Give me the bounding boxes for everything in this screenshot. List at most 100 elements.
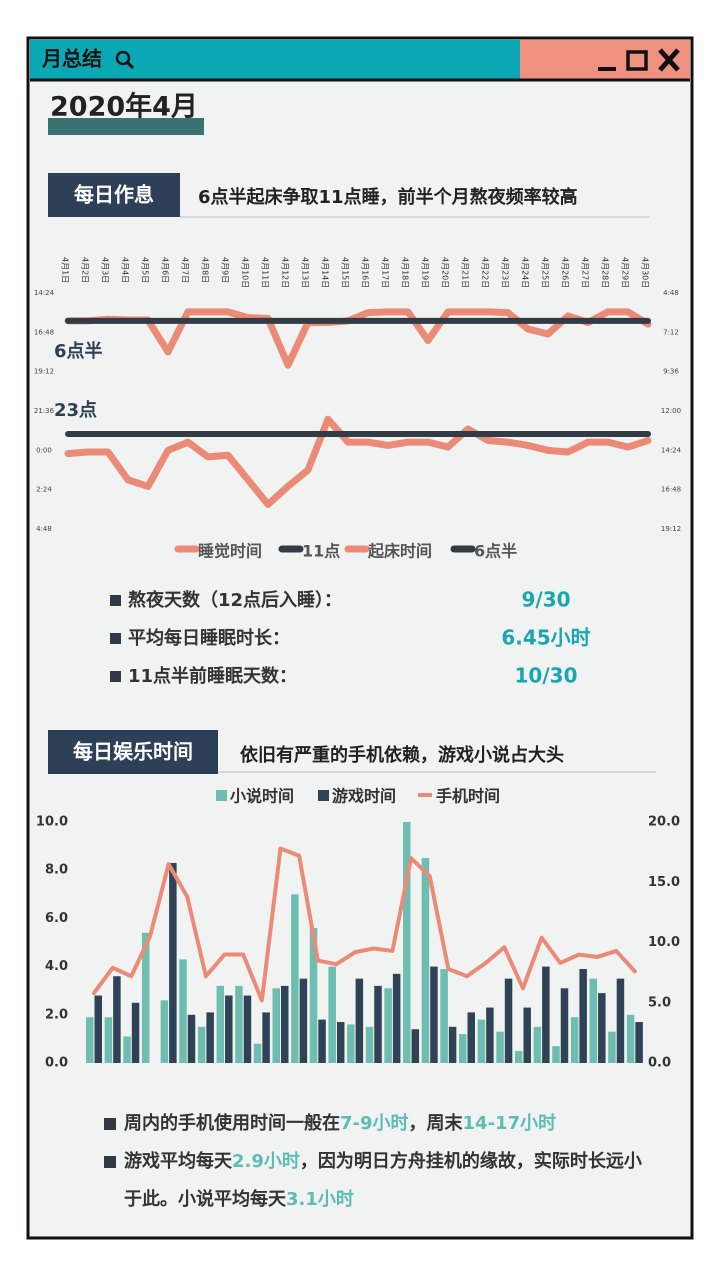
x-tick-label: 4月27日 xyxy=(581,257,590,288)
legend-label: 睡觉时间 xyxy=(198,542,262,561)
legend-label: 起床时间 xyxy=(367,542,432,561)
x-tick-label: 4月14日 xyxy=(321,257,330,288)
x-tick-label: 4月26日 xyxy=(561,257,570,288)
bar xyxy=(384,988,392,1063)
y-tick-label: 4.0 xyxy=(45,959,68,974)
bar xyxy=(635,1022,643,1063)
note-text: ，周末 xyxy=(408,1113,463,1134)
y2-tick-label: 14:24 xyxy=(661,446,682,454)
x-tick-label: 4月28日 xyxy=(601,257,610,288)
x-tick-label: 4月20日 xyxy=(441,257,450,288)
month-underline xyxy=(48,118,204,135)
note-text: 周内的手机使用时间一般在 xyxy=(124,1113,340,1134)
annotation: 6点半 xyxy=(54,340,103,362)
bar xyxy=(113,976,121,1063)
bar xyxy=(123,1036,131,1063)
x-tick-label: 4月25日 xyxy=(541,257,550,288)
close-button[interactable] xyxy=(658,48,680,72)
x-tick-label: 4月13日 xyxy=(301,257,310,288)
bar xyxy=(328,966,336,1063)
stat-label: 熬夜天数（12点后入睡）： xyxy=(128,589,342,611)
section-heading: 每日作息 xyxy=(74,183,154,207)
x-tick-label: 4月15日 xyxy=(341,257,350,288)
bar xyxy=(318,1019,326,1063)
y2-tick-label: 7:12 xyxy=(663,328,679,336)
bar xyxy=(440,969,448,1063)
x-tick-label: 4月22日 xyxy=(481,257,490,288)
x-tick-label: 4月17日 xyxy=(381,257,390,288)
note-text: 游戏平均每天 xyxy=(124,1151,232,1172)
y2-tick-label: 20.0 xyxy=(648,815,680,830)
bar xyxy=(616,978,625,1063)
y2-tick-label: 16:48 xyxy=(661,486,681,494)
bar xyxy=(421,858,430,1063)
note-highlight: 3.1小时 xyxy=(286,1189,354,1210)
bar xyxy=(374,985,382,1063)
y2-tick-label: 5.0 xyxy=(648,995,671,1010)
bar xyxy=(131,1002,140,1063)
x-tick-label: 4月23日 xyxy=(501,257,510,288)
note-highlight: 2.9小时 xyxy=(232,1151,300,1172)
bar xyxy=(448,1026,457,1063)
x-tick-label: 4月30日 xyxy=(641,257,650,288)
bar xyxy=(160,1000,169,1063)
section-subtitle: 依旧有严重的手机依赖，游戏小说占大头 xyxy=(240,744,564,766)
y-tick-label: 8.0 xyxy=(45,863,68,878)
section-heading: 每日娱乐时间 xyxy=(73,740,193,764)
x-tick-label: 4月18日 xyxy=(401,257,410,288)
title-bar xyxy=(30,40,520,80)
y-tick-label: 19:12 xyxy=(34,368,54,376)
line xyxy=(64,415,652,508)
x-tick-label: 4月19日 xyxy=(421,257,430,288)
legend-label: 手机时间 xyxy=(436,787,500,806)
note-highlight: 7-9小时 xyxy=(340,1113,409,1134)
x-tick-label: 4月7日 xyxy=(181,257,190,283)
stat-value: 9/30 xyxy=(521,588,570,612)
x-tick-label: 4月29日 xyxy=(621,257,630,288)
bar xyxy=(589,978,598,1063)
bar xyxy=(216,985,225,1063)
search-icon-handle xyxy=(125,60,135,70)
bar xyxy=(523,1007,531,1063)
bar xyxy=(552,1046,560,1063)
y2-tick-label: 0.0 xyxy=(648,1056,671,1071)
legend-label: 小说时间 xyxy=(230,787,294,806)
bar xyxy=(392,973,401,1063)
bar xyxy=(533,1026,542,1063)
bar xyxy=(477,1019,486,1063)
stat-label: 平均每日睡眠时长： xyxy=(128,627,290,649)
bar xyxy=(299,978,308,1063)
maximize-button[interactable] xyxy=(626,50,648,71)
stat-value: 10/30 xyxy=(515,664,578,688)
annotation: 23点 xyxy=(54,399,97,421)
bar xyxy=(504,978,513,1063)
y2-tick-label: 4:48 xyxy=(663,289,679,297)
notes: 周内的手机使用时间一般在7-9小时，周末14-17小时 游戏平均每天2.9小时，因… xyxy=(104,1105,649,1219)
y2-tick-label: 12:00 xyxy=(661,407,681,415)
bar xyxy=(365,1026,374,1063)
bar xyxy=(467,1012,475,1063)
bar xyxy=(403,822,411,1063)
y2-tick-label: 15.0 xyxy=(648,875,680,890)
bar xyxy=(486,1007,494,1063)
legend-label: 6点半 xyxy=(474,542,517,561)
legend-label: 11点 xyxy=(302,542,340,561)
bar xyxy=(291,894,299,1063)
bar xyxy=(459,1034,467,1063)
section-subtitle: 6点半起床争取11点睡，前半个月熬夜频率较高 xyxy=(198,186,578,208)
bar xyxy=(542,966,550,1063)
y2-tick-label: 9:36 xyxy=(663,368,679,376)
bar xyxy=(179,959,187,1063)
bar xyxy=(104,1017,113,1063)
bar xyxy=(496,1031,504,1063)
bullet xyxy=(110,633,121,644)
bar xyxy=(235,985,243,1063)
y-tick-label: 6.0 xyxy=(45,911,68,926)
stat-value: 6.45小时 xyxy=(501,626,590,650)
window-title: 月总结 xyxy=(41,47,102,71)
x-tick-label: 4月12日 xyxy=(281,257,290,288)
search-icon[interactable] xyxy=(115,50,131,66)
x-tick-label: 4月10日 xyxy=(241,257,250,288)
